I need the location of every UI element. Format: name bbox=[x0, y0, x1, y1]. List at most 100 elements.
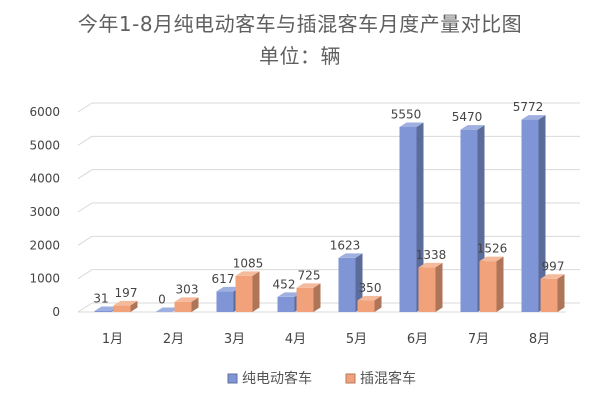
bar-side bbox=[435, 262, 443, 312]
bar-front bbox=[399, 127, 417, 312]
bar bbox=[479, 256, 504, 312]
bar bbox=[155, 307, 180, 313]
bar-side bbox=[416, 122, 424, 312]
bar-front bbox=[94, 310, 112, 312]
chart-subtitle: 单位：辆 bbox=[259, 44, 341, 68]
y-tick-label: 4000 bbox=[29, 172, 60, 186]
y-tick-label: 0 bbox=[52, 305, 60, 319]
legend-swatch bbox=[345, 373, 356, 384]
gridline-side bbox=[77, 135, 93, 146]
y-tick-label: 1000 bbox=[29, 272, 60, 286]
bar-side bbox=[538, 115, 546, 312]
y-tick-label: 5000 bbox=[29, 138, 60, 152]
gridline-side bbox=[77, 202, 93, 213]
bar-side bbox=[252, 271, 260, 312]
bar bbox=[418, 262, 443, 312]
bar-top bbox=[277, 292, 302, 297]
bar-top bbox=[357, 295, 382, 301]
x-tick-label: 8月 bbox=[529, 332, 550, 347]
bar-front bbox=[540, 278, 558, 312]
bar-front bbox=[357, 300, 375, 312]
bar-front bbox=[418, 267, 436, 312]
data-label: 5550 bbox=[391, 108, 422, 122]
y-tick-label: 6000 bbox=[29, 105, 60, 119]
bar-side bbox=[355, 253, 363, 312]
bar-side bbox=[313, 283, 321, 312]
data-label: 452 bbox=[273, 277, 296, 291]
x-tick-label: 5月 bbox=[346, 332, 367, 347]
bar-top bbox=[338, 253, 363, 258]
gridline-side bbox=[77, 102, 93, 113]
data-label: 1338 bbox=[416, 248, 447, 262]
data-label: 303 bbox=[176, 282, 199, 296]
bar bbox=[540, 274, 565, 312]
x-tick-label: 1月 bbox=[102, 332, 123, 347]
bar-side bbox=[191, 297, 199, 312]
gridline-side bbox=[77, 235, 93, 246]
bar bbox=[399, 122, 424, 312]
x-tick-label: 4月 bbox=[285, 332, 306, 347]
bar-front bbox=[235, 275, 253, 312]
data-label: 0 bbox=[158, 293, 166, 307]
data-label: 1623 bbox=[330, 238, 361, 252]
data-label: 350 bbox=[359, 281, 382, 295]
bar-top bbox=[174, 297, 199, 302]
bar-front bbox=[113, 305, 131, 312]
bar bbox=[296, 283, 321, 312]
bar bbox=[235, 271, 260, 312]
bar-front bbox=[521, 119, 539, 312]
bar-side bbox=[130, 300, 138, 312]
data-label: 5772 bbox=[513, 100, 544, 114]
x-tick-label: 3月 bbox=[224, 332, 245, 347]
bar-side bbox=[557, 274, 565, 312]
bar-top bbox=[399, 122, 424, 127]
data-label: 31 bbox=[93, 291, 108, 305]
bar bbox=[521, 115, 546, 312]
bar-side bbox=[374, 295, 382, 312]
bar-top bbox=[479, 256, 504, 262]
gridline-side bbox=[77, 269, 93, 280]
data-label: 1526 bbox=[477, 242, 508, 256]
y-tick-label: 2000 bbox=[29, 238, 60, 252]
bar-front bbox=[216, 291, 234, 312]
data-label: 1085 bbox=[233, 256, 264, 270]
data-label: 997 bbox=[542, 259, 565, 273]
bar bbox=[113, 300, 138, 312]
bar bbox=[174, 297, 199, 312]
legend-label: 插混客车 bbox=[360, 370, 416, 387]
bar-top bbox=[113, 300, 138, 306]
x-tick-label: 7月 bbox=[468, 332, 489, 347]
data-label: 5470 bbox=[452, 110, 483, 124]
bar-top bbox=[521, 115, 546, 120]
bar-top bbox=[94, 306, 119, 311]
y-tick-label: 3000 bbox=[29, 205, 60, 219]
data-label: 725 bbox=[298, 268, 321, 282]
x-tick-label: 2月 bbox=[163, 332, 184, 347]
bar-front bbox=[460, 129, 478, 312]
bar-front bbox=[479, 261, 497, 312]
bar-top bbox=[155, 307, 180, 312]
x-tick-label: 6月 bbox=[407, 332, 428, 347]
bar bbox=[357, 295, 382, 312]
data-label: 617 bbox=[212, 272, 235, 286]
bar-front bbox=[338, 257, 356, 312]
chart-title: 今年1-8月纯电动客车与插混客车月度产量对比图 bbox=[77, 12, 523, 36]
gridline-side bbox=[77, 169, 93, 180]
bar-front bbox=[277, 296, 295, 312]
bar-top bbox=[460, 125, 485, 130]
gridline-side bbox=[77, 302, 93, 313]
bar-top bbox=[418, 262, 443, 268]
bar-top bbox=[296, 283, 321, 288]
bar-top bbox=[216, 286, 241, 292]
data-label: 197 bbox=[115, 286, 138, 300]
bar-top bbox=[540, 274, 565, 279]
bar-top bbox=[235, 271, 260, 276]
bar-front bbox=[174, 301, 192, 312]
bar bbox=[338, 253, 363, 312]
bar-side bbox=[496, 256, 504, 312]
legend-swatch bbox=[227, 373, 238, 384]
bar-front bbox=[296, 287, 314, 312]
legend-label: 纯电动客车 bbox=[242, 370, 312, 387]
